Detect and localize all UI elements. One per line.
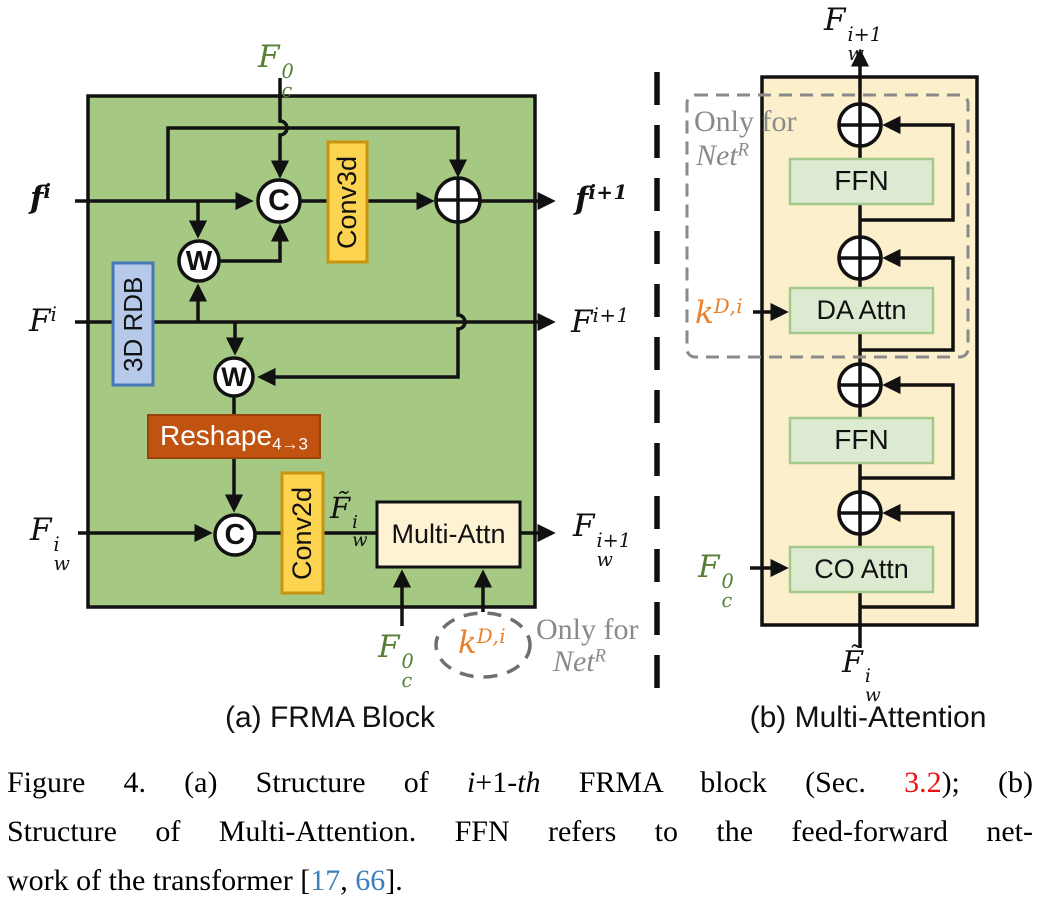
warp2-letter: W: [221, 362, 247, 392]
figure-caption-line-1: Figure 4. (a) Structure of i+1-th FRMA b…: [7, 766, 1034, 799]
concat2-circle: [213, 513, 257, 557]
conv3d-label: Conv3d: [332, 155, 362, 249]
conv2d-block: [280, 471, 325, 595]
rdb3d-label: 3D RDB: [118, 276, 148, 372]
label-f-input: fi: [30, 179, 52, 216]
label-k-exponent: kD,i: [458, 625, 507, 661]
ffn-top-label: FFN: [834, 165, 889, 196]
label-k-exponent-b: kD,i: [695, 295, 744, 331]
label-F-input: Fi: [29, 303, 58, 339]
panel-a-connectors: [75, 78, 556, 626]
label-f-output: fi+1: [575, 180, 628, 217]
label-only-for-a: Only for: [536, 613, 639, 646]
feedback-line-f: [166, 126, 468, 201]
add-cross-b2: [839, 237, 881, 279]
residual-rail-ffn-top: [860, 115, 955, 222]
rdb3d-block: [111, 261, 155, 387]
add-cross-a: [436, 178, 480, 222]
warp1-to-concat-line: [219, 223, 290, 263]
citation-link-17: 17: [310, 864, 341, 897]
da-attn-label: DA Attn: [816, 295, 907, 325]
add-cross-b4: [839, 492, 881, 534]
label-fw-tilde-a: F̃ i w: [330, 491, 368, 552]
panel-b-caption: (b) Multi-Attention: [749, 701, 987, 734]
figure-caption-line-2: Structure of Multi-Attention. FFN refers…: [7, 815, 1033, 848]
add-to-warp2-line: [257, 222, 467, 387]
figure-caption-line-3: work of the transformer [17, 66].: [7, 864, 403, 897]
multi-attn-label: Multi-Attn: [391, 519, 506, 549]
residual-rail-ffn-bottom: [860, 375, 955, 480]
multi-attn-block: [375, 500, 522, 569]
figure-caption: Figure 4. (a) Structure of i+1-th FRMA b…: [7, 758, 1033, 905]
citation-link-66: 66: [355, 864, 386, 897]
co-attn-block: [788, 545, 935, 594]
concat1-circle: [256, 178, 302, 224]
only-for-netr-dashed-rect: [685, 93, 970, 359]
caption-figure-number: Figure 4.: [7, 766, 146, 799]
label-netr-a: NetR: [553, 645, 607, 678]
concat2-letter: C: [224, 519, 246, 551]
label-netr-b: NetR: [696, 139, 750, 172]
panel-a-caption: (a) FRMA Block: [224, 701, 436, 734]
warp1-letter: W: [185, 245, 213, 276]
diagram-canvas: [75, 48, 979, 692]
warp2-circle: [213, 356, 255, 398]
conv3d-block: [326, 140, 369, 264]
residual-rail-da-attn: [860, 248, 955, 352]
label-only-for-b: Only for: [694, 105, 797, 138]
add-circles-b: [837, 102, 883, 536]
concat1-letter: C: [268, 184, 290, 217]
label-fw-tilde-b: F̃ i w: [842, 645, 881, 707]
conv2d-label: Conv2d: [287, 486, 317, 580]
co-attn-label: CO Attn: [814, 554, 909, 584]
label-F-output: Fi+1: [571, 304, 630, 340]
residual-rail-co-attn: [860, 503, 955, 609]
da-attn-block: [788, 286, 935, 335]
fc0-input-line: [270, 78, 290, 179]
netr-dashed-ellipse: [434, 611, 532, 679]
ffn-bottom-label: FFN: [834, 424, 889, 455]
reshape-label: Reshape4→3: [159, 420, 308, 454]
ffn-top-block: [788, 157, 935, 206]
section-reference-link: 3.2: [904, 766, 942, 799]
ffn-bottom-block: [788, 416, 935, 465]
warp1-circle: [177, 239, 221, 283]
add-cross-b3: [839, 364, 881, 406]
add-cross-b1: [839, 104, 881, 146]
reshape-block: [147, 414, 321, 459]
